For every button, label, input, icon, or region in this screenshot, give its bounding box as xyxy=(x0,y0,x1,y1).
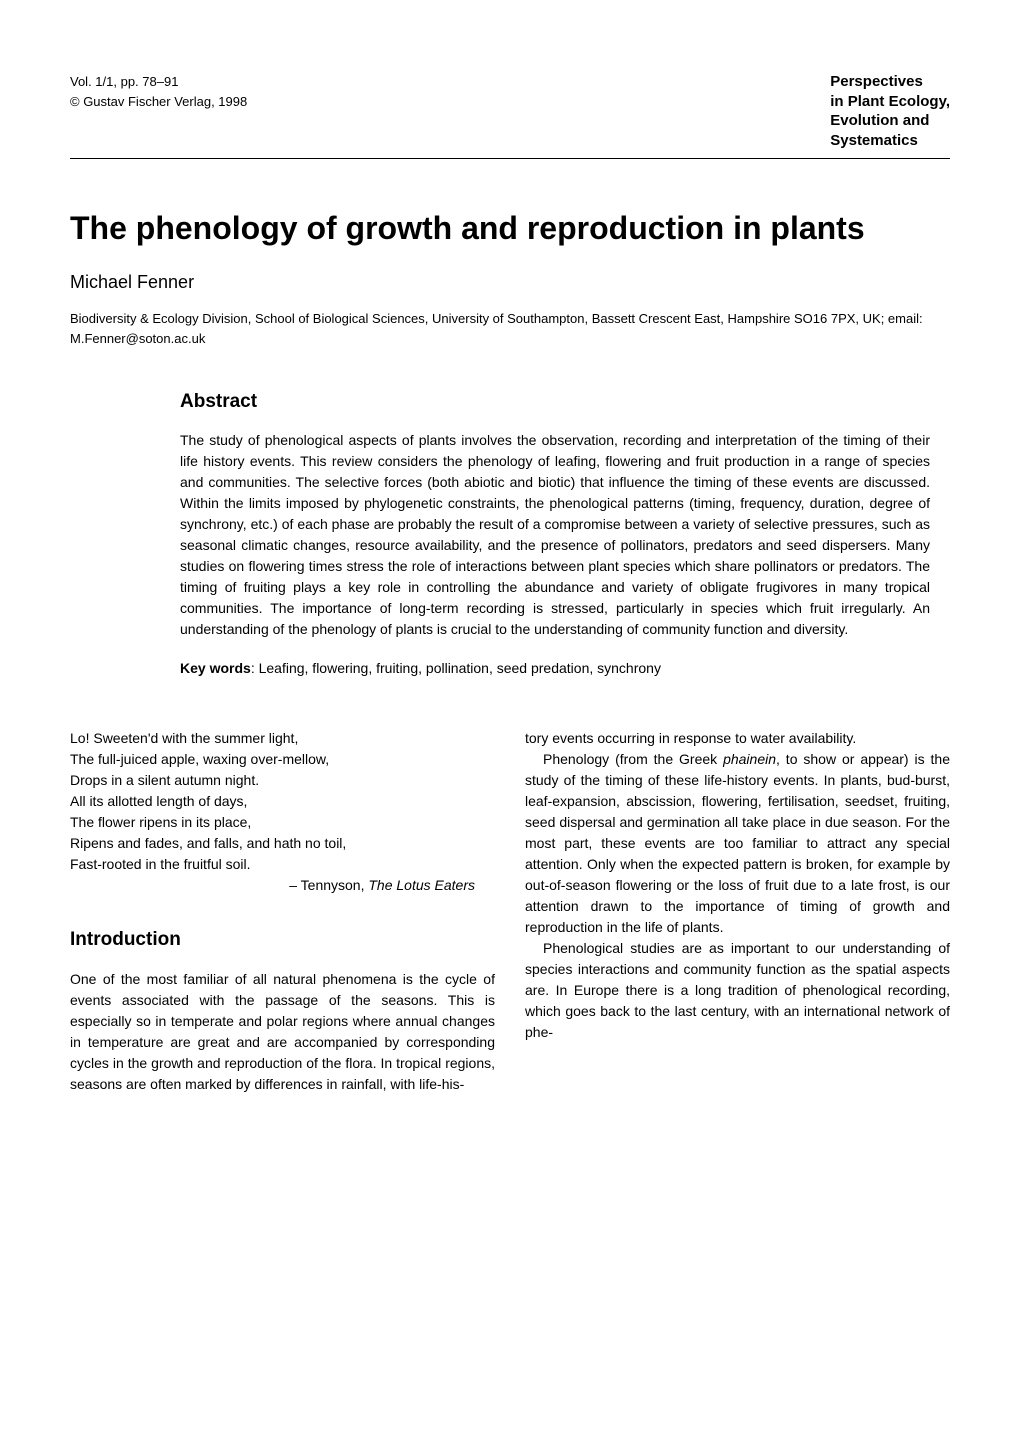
intro-paragraph: One of the most familiar of all natural … xyxy=(70,969,495,1095)
right-column: tory events occurring in response to wat… xyxy=(525,728,950,1095)
journal-line: Evolution and xyxy=(830,111,950,131)
body-paragraph: Phenology (from the Greek phainein, to s… xyxy=(525,749,950,938)
abstract-text: The study of phenological aspects of pla… xyxy=(180,430,930,640)
keywords-text: : Leafing, flowering, fruiting, pollinat… xyxy=(251,660,661,676)
poem-line: Fast-rooted in the fruitful soil. xyxy=(70,854,495,875)
para-text: Phenology (from the Greek xyxy=(543,751,723,767)
attribution-prefix: – Tennyson, xyxy=(289,877,368,893)
poem-line: Drops in a silent autumn night. xyxy=(70,770,495,791)
journal-line: in Plant Ecology, xyxy=(830,92,950,112)
keywords-label: Key words xyxy=(180,660,251,676)
attribution-title: The Lotus Eaters xyxy=(368,877,475,893)
poem-line: Lo! Sweeten'd with the summer light, xyxy=(70,728,495,749)
poem-line: Ripens and fades, and falls, and hath no… xyxy=(70,833,495,854)
left-column: Lo! Sweeten'd with the summer light, The… xyxy=(70,728,495,1095)
body-paragraph: Phenological studies are as important to… xyxy=(525,938,950,1043)
header-divider xyxy=(70,158,950,159)
poem-line: The flower ripens in its place, xyxy=(70,812,495,833)
volume-line: Vol. 1/1, pp. 78–91 xyxy=(70,72,247,92)
keywords-line: Key words: Leafing, flowering, fruiting,… xyxy=(180,658,930,678)
journal-line: Perspectives xyxy=(830,72,950,92)
page-header: Vol. 1/1, pp. 78–91 © Gustav Fischer Ver… xyxy=(70,72,950,150)
journal-line: Systematics xyxy=(830,131,950,151)
copyright-line: © Gustav Fischer Verlag, 1998 xyxy=(70,92,247,112)
para-italic: phainein xyxy=(723,751,776,767)
journal-title-block: Perspectives in Plant Ecology, Evolution… xyxy=(830,72,950,150)
abstract-heading: Abstract xyxy=(180,388,930,416)
body-paragraph: tory events occurring in response to wat… xyxy=(525,728,950,749)
article-title: The phenology of growth and reproduction… xyxy=(70,209,950,247)
header-left: Vol. 1/1, pp. 78–91 © Gustav Fischer Ver… xyxy=(70,72,247,111)
abstract-section: Abstract The study of phenological aspec… xyxy=(180,388,930,678)
para-text: , to show or appear) is the study of the… xyxy=(525,751,950,935)
introduction-heading: Introduction xyxy=(70,926,495,955)
author-affiliation: Biodiversity & Ecology Division, School … xyxy=(70,309,950,348)
poem-line: The full-juiced apple, waxing over-mello… xyxy=(70,749,495,770)
poem-attribution: – Tennyson, The Lotus Eaters xyxy=(70,875,495,896)
body-columns: Lo! Sweeten'd with the summer light, The… xyxy=(70,728,950,1095)
author-name: Michael Fenner xyxy=(70,269,950,295)
epigraph-poem: Lo! Sweeten'd with the summer light, The… xyxy=(70,728,495,896)
poem-line: All its allotted length of days, xyxy=(70,791,495,812)
